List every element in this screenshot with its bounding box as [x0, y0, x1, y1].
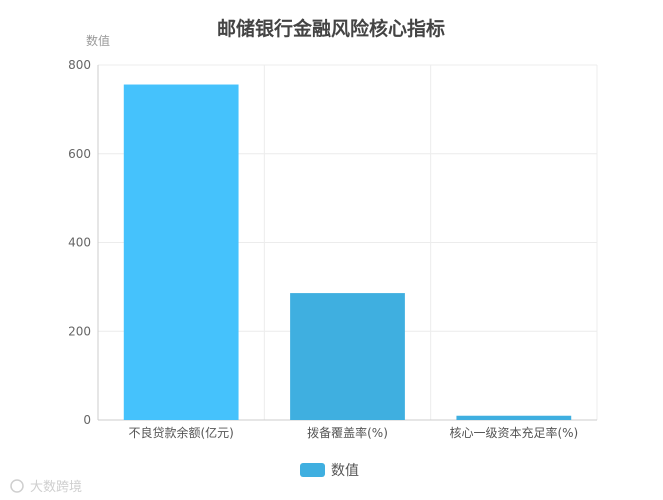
watermark-text: 大数跨境 [30, 480, 82, 495]
bars [123, 84, 572, 421]
bar[interactable] [290, 293, 405, 420]
legend-swatch[interactable] [300, 463, 325, 477]
chart-title: 邮储银行金融风险核心指标 [217, 17, 445, 40]
legend[interactable]: 数值 [300, 463, 359, 479]
y-tick-label: 400 [68, 236, 91, 250]
bar[interactable] [123, 84, 239, 421]
y-tick-label: 200 [68, 324, 91, 338]
y-tick-label: 800 [68, 58, 91, 72]
bar[interactable] [456, 415, 572, 420]
x-category-label: 不良贷款余额(亿元) [128, 425, 233, 440]
y-ticks: 0 200 400 600 800 [68, 58, 91, 427]
y-axis-label: 数值 [86, 33, 110, 48]
legend-label[interactable]: 数值 [331, 463, 359, 479]
x-category-label: 拨备覆盖率(%) [307, 425, 388, 440]
category-labels: 不良贷款余额(亿元) 拨备覆盖率(%) 核心一级资本充足率(%) [128, 425, 578, 440]
x-category-label: 核心一级资本充足率(%) [449, 425, 578, 440]
y-tick-label: 600 [68, 147, 91, 161]
watermark: 大数跨境 [10, 479, 82, 495]
y-tick-label: 0 [83, 413, 91, 427]
watermark-logo-icon [10, 479, 24, 493]
